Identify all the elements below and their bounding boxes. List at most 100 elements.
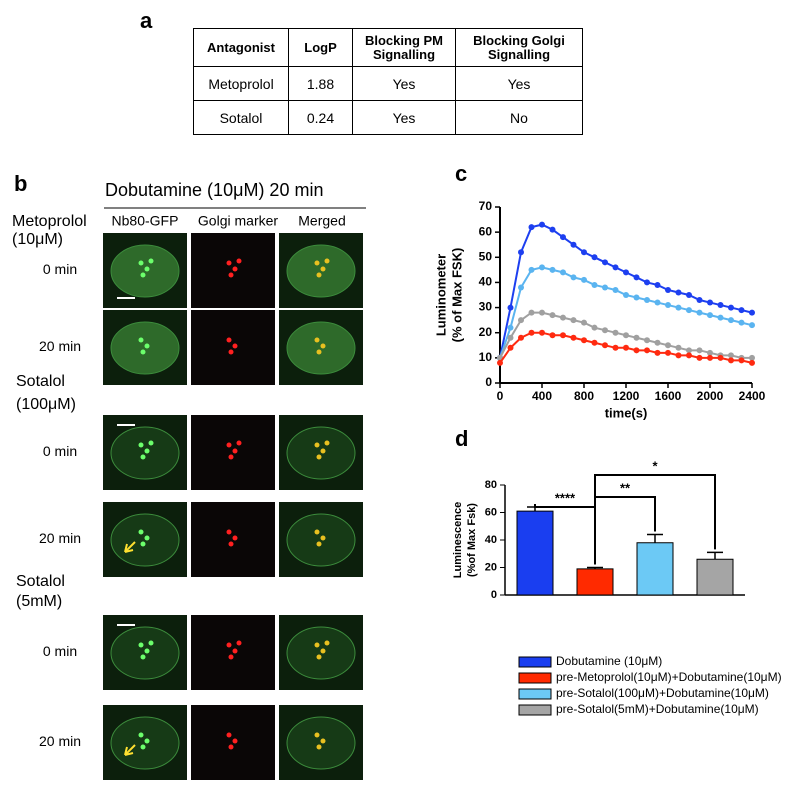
data-point	[749, 359, 755, 366]
data-point	[696, 297, 703, 304]
cell-outline	[110, 513, 180, 567]
golgi-spot	[314, 642, 320, 648]
table-cell: Sotalol	[193, 100, 289, 135]
data-point	[591, 324, 598, 331]
golgi-spot	[228, 349, 234, 355]
y-axis-label: Luminometer	[433, 254, 448, 336]
golgi-spot	[144, 535, 150, 541]
cell-outline	[286, 626, 356, 680]
significance-label: ****	[555, 490, 576, 505]
golgi-spot	[138, 260, 144, 266]
data-point	[738, 319, 745, 326]
golgi-spot	[232, 448, 238, 454]
data-point	[539, 264, 545, 271]
time-label: 20 min	[39, 530, 81, 546]
data-point	[560, 269, 566, 276]
legend-label: pre-Sotalol(100μM)+Dobutamine(10μM)	[556, 686, 769, 700]
x-tick-label: 2000	[697, 389, 724, 403]
data-point	[717, 302, 724, 309]
golgi-spot	[138, 442, 144, 448]
legend-swatch	[518, 656, 552, 668]
legend-label: pre-Metoprolol(10μM)+Dobutamine(10μM)	[556, 670, 782, 684]
golgi-spot	[314, 337, 320, 343]
golgi-spot	[226, 260, 232, 266]
golgi-spot	[138, 732, 144, 738]
golgi-spot	[138, 642, 144, 648]
golgi-spot	[320, 343, 326, 349]
golgi-spot	[320, 648, 326, 654]
golgi-spot	[314, 442, 320, 448]
data-point	[623, 332, 629, 339]
data-point	[591, 281, 598, 288]
golgi-spot	[148, 440, 154, 446]
data-point	[633, 347, 640, 354]
data-point	[602, 284, 608, 291]
data-point	[665, 349, 671, 356]
data-point	[633, 294, 640, 301]
data-point	[518, 317, 524, 324]
x-tick-label: 1200	[613, 389, 640, 403]
golgi-spot	[232, 266, 238, 272]
data-point	[570, 317, 577, 324]
golgi-spot	[226, 529, 232, 535]
data-point	[549, 332, 556, 339]
table-cell: No	[455, 100, 583, 135]
table-cell: Yes	[455, 66, 583, 101]
condition-label: Metoprolol	[12, 213, 87, 230]
data-point	[686, 352, 692, 359]
cell-outline	[110, 626, 180, 680]
y-axis-label: (%of Max Fsk)	[466, 503, 478, 577]
golgi-spot	[226, 442, 232, 448]
golgi-spot	[140, 654, 146, 660]
data-point	[665, 302, 671, 309]
data-point	[707, 354, 713, 361]
golgi-spot	[232, 738, 238, 744]
golgi-spot	[236, 640, 242, 646]
data-point	[717, 354, 724, 361]
golgi-spot	[232, 648, 238, 654]
cell-outline	[110, 426, 180, 480]
data-point	[644, 297, 650, 304]
cell-outline	[110, 716, 180, 770]
data-point	[539, 221, 545, 228]
data-point	[507, 344, 514, 351]
golgi-spot	[316, 744, 322, 750]
golgi-spot	[138, 337, 144, 343]
data-point	[749, 354, 755, 361]
golgi-spot	[144, 738, 150, 744]
x-axis-label: time(s)	[605, 405, 648, 420]
data-point	[602, 342, 608, 349]
golgi-spot	[236, 440, 242, 446]
data-point	[570, 274, 577, 281]
golgi-spot	[144, 343, 150, 349]
data-point	[738, 307, 745, 314]
antagonist-table: Antagonist LogP Blocking PM Signalling Bloc…	[193, 28, 583, 135]
data-point	[665, 342, 671, 349]
y-tick-label: 60	[485, 506, 497, 518]
condition-label: (100μM)	[16, 396, 76, 413]
data-point	[675, 289, 682, 296]
data-point	[728, 317, 734, 324]
golgi-spot	[144, 648, 150, 654]
x-tick-label: 1600	[655, 389, 682, 403]
x-tick-label: 0	[497, 389, 504, 403]
data-point	[602, 259, 608, 266]
golgi-spot	[228, 272, 234, 278]
y-tick-label: 40	[479, 275, 493, 289]
data-point	[549, 226, 556, 233]
bar	[636, 542, 674, 596]
data-point	[644, 337, 650, 344]
table-row: Antagonist LogP Blocking PM Signalling Bloc…	[193, 28, 583, 67]
y-tick-label: 20	[485, 561, 497, 573]
x-tick-label: 2400	[739, 389, 766, 403]
data-point	[644, 347, 650, 354]
time-label: 20 min	[39, 733, 81, 749]
data-point	[633, 334, 640, 341]
table-cell: 0.24	[288, 100, 353, 135]
data-point	[549, 312, 556, 319]
arrow	[124, 744, 136, 756]
data-point	[560, 234, 566, 241]
table-row: Metoprolol 1.88 Yes Yes	[193, 66, 583, 101]
golgi-spot	[226, 732, 232, 738]
